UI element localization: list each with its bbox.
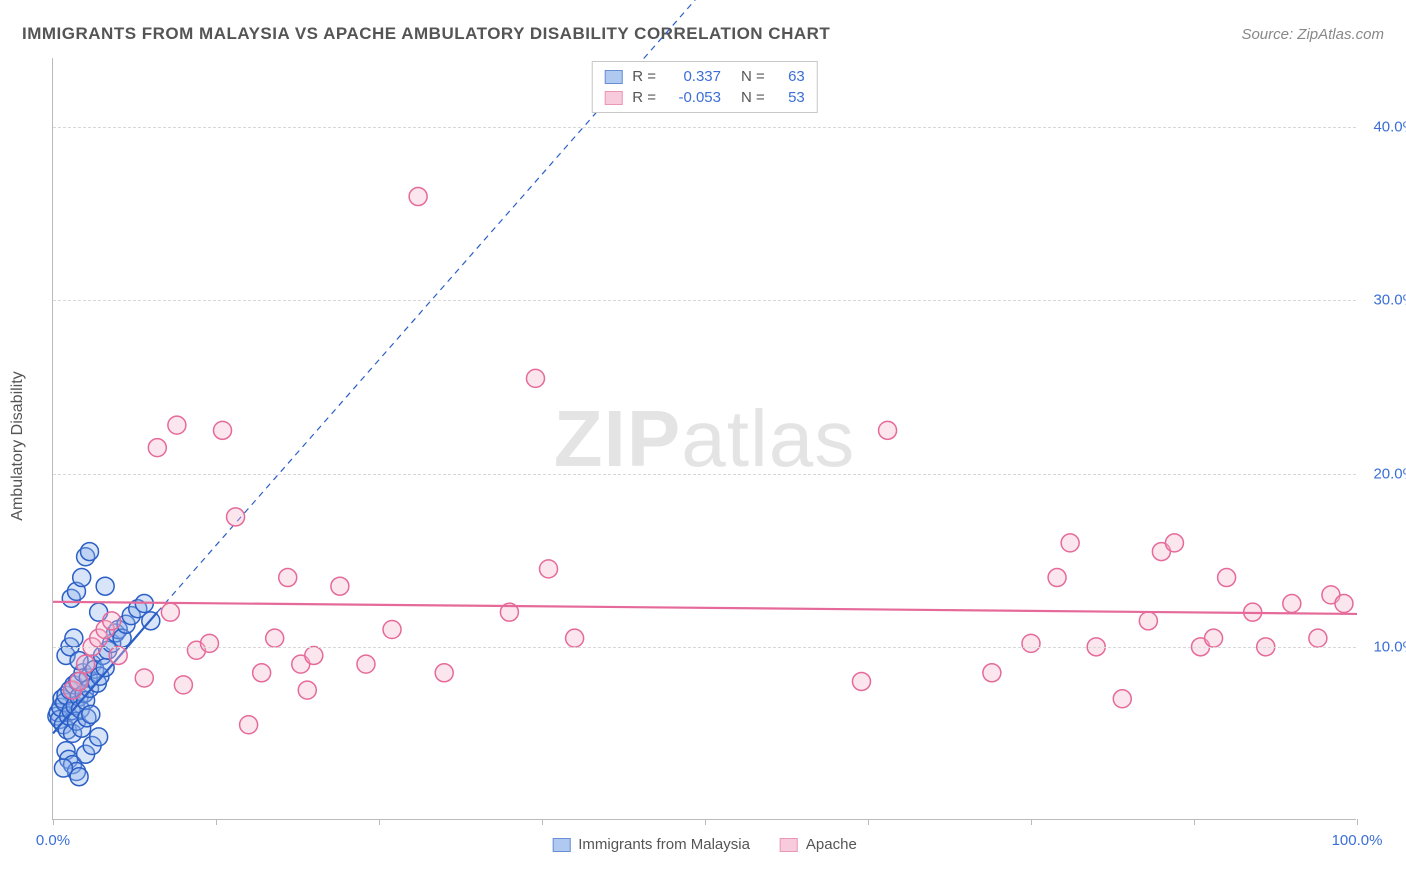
data-point bbox=[1165, 534, 1183, 552]
legend-stats-row: R = 0.337 N = 63 bbox=[604, 66, 805, 87]
legend-series-item: Immigrants from Malaysia bbox=[552, 836, 750, 853]
data-point bbox=[81, 543, 99, 561]
data-point bbox=[103, 612, 121, 630]
data-point bbox=[983, 664, 1001, 682]
data-point bbox=[161, 603, 179, 621]
legend-r-label: R = bbox=[632, 68, 656, 85]
xtick bbox=[1031, 819, 1032, 825]
data-point bbox=[135, 669, 153, 687]
data-point bbox=[383, 621, 401, 639]
data-point bbox=[214, 421, 232, 439]
legend-series-label: Immigrants from Malaysia bbox=[578, 836, 750, 853]
legend-series: Immigrants from Malaysia Apache bbox=[552, 836, 857, 853]
legend-stats: R = 0.337 N = 63 R = -0.053 N = 53 bbox=[591, 61, 818, 113]
legend-n-label: N = bbox=[741, 89, 765, 106]
data-point bbox=[298, 681, 316, 699]
data-point bbox=[566, 629, 584, 647]
data-point bbox=[279, 569, 297, 587]
plot-area: ZIPatlas R =0.337N =63R =-0.053N =53 Imm… bbox=[52, 58, 1356, 820]
data-point bbox=[1218, 569, 1236, 587]
data-point bbox=[77, 655, 95, 673]
data-point bbox=[240, 716, 258, 734]
data-point bbox=[73, 569, 91, 587]
gridline bbox=[53, 474, 1356, 475]
ytick-label: 10.0% bbox=[1373, 638, 1406, 655]
legend-series-label: Apache bbox=[806, 836, 857, 853]
data-point bbox=[227, 508, 245, 526]
data-point bbox=[409, 188, 427, 206]
data-point bbox=[266, 629, 284, 647]
data-point bbox=[65, 629, 83, 647]
ytick-label: 40.0% bbox=[1373, 119, 1406, 136]
xtick bbox=[1357, 819, 1358, 825]
data-point bbox=[253, 664, 271, 682]
data-point bbox=[109, 646, 127, 664]
legend-series-item: Apache bbox=[780, 836, 857, 853]
legend-r-label: R = bbox=[632, 89, 656, 106]
data-point bbox=[435, 664, 453, 682]
data-point bbox=[1113, 690, 1131, 708]
legend-n-value: 63 bbox=[775, 68, 805, 85]
data-point bbox=[82, 705, 100, 723]
gridline bbox=[53, 127, 1356, 128]
xtick bbox=[216, 819, 217, 825]
xtick bbox=[379, 819, 380, 825]
ytick-label: 30.0% bbox=[1373, 292, 1406, 309]
data-point bbox=[1205, 629, 1223, 647]
data-point bbox=[331, 577, 349, 595]
data-point bbox=[96, 577, 114, 595]
data-point bbox=[148, 439, 166, 457]
data-point bbox=[1139, 612, 1157, 630]
gridline bbox=[53, 300, 1356, 301]
y-axis-label: Ambulatory Disability bbox=[9, 371, 27, 520]
xtick bbox=[868, 819, 869, 825]
legend-stats-row: R = -0.053 N = 53 bbox=[604, 87, 805, 108]
data-point bbox=[540, 560, 558, 578]
trend-line bbox=[53, 602, 1357, 614]
legend-swatch bbox=[604, 70, 622, 84]
legend-swatch bbox=[604, 91, 622, 105]
legend-swatch bbox=[780, 838, 798, 852]
data-point bbox=[54, 759, 72, 777]
data-point bbox=[70, 672, 88, 690]
xtick-label-min: 0.0% bbox=[36, 832, 70, 849]
data-point bbox=[168, 416, 186, 434]
data-point bbox=[526, 369, 544, 387]
data-point bbox=[1022, 634, 1040, 652]
data-point bbox=[1061, 534, 1079, 552]
data-point bbox=[1309, 629, 1327, 647]
chart-container: IMMIGRANTS FROM MALAYSIA VS APACHE AMBUL… bbox=[0, 0, 1406, 892]
legend-n-value: 53 bbox=[775, 89, 805, 106]
xtick bbox=[53, 819, 54, 825]
legend-swatch bbox=[552, 838, 570, 852]
data-point bbox=[1283, 595, 1301, 613]
xtick bbox=[705, 819, 706, 825]
data-point bbox=[90, 728, 108, 746]
source-label: Source: ZipAtlas.com bbox=[1241, 26, 1384, 43]
data-point bbox=[879, 421, 897, 439]
data-point bbox=[174, 676, 192, 694]
data-point bbox=[200, 634, 218, 652]
gridline bbox=[53, 647, 1356, 648]
legend-n-label: N = bbox=[741, 68, 765, 85]
legend-r-value: 0.337 bbox=[666, 68, 721, 85]
xtick-label-max: 100.0% bbox=[1332, 832, 1383, 849]
data-point bbox=[1048, 569, 1066, 587]
data-point bbox=[852, 672, 870, 690]
ytick-label: 20.0% bbox=[1373, 465, 1406, 482]
xtick bbox=[542, 819, 543, 825]
xtick bbox=[1194, 819, 1195, 825]
chart-title: IMMIGRANTS FROM MALAYSIA VS APACHE AMBUL… bbox=[22, 24, 830, 44]
data-point bbox=[357, 655, 375, 673]
data-point bbox=[305, 646, 323, 664]
chart-svg bbox=[53, 58, 1356, 819]
legend-r-value: -0.053 bbox=[666, 89, 721, 106]
data-point bbox=[1335, 595, 1353, 613]
